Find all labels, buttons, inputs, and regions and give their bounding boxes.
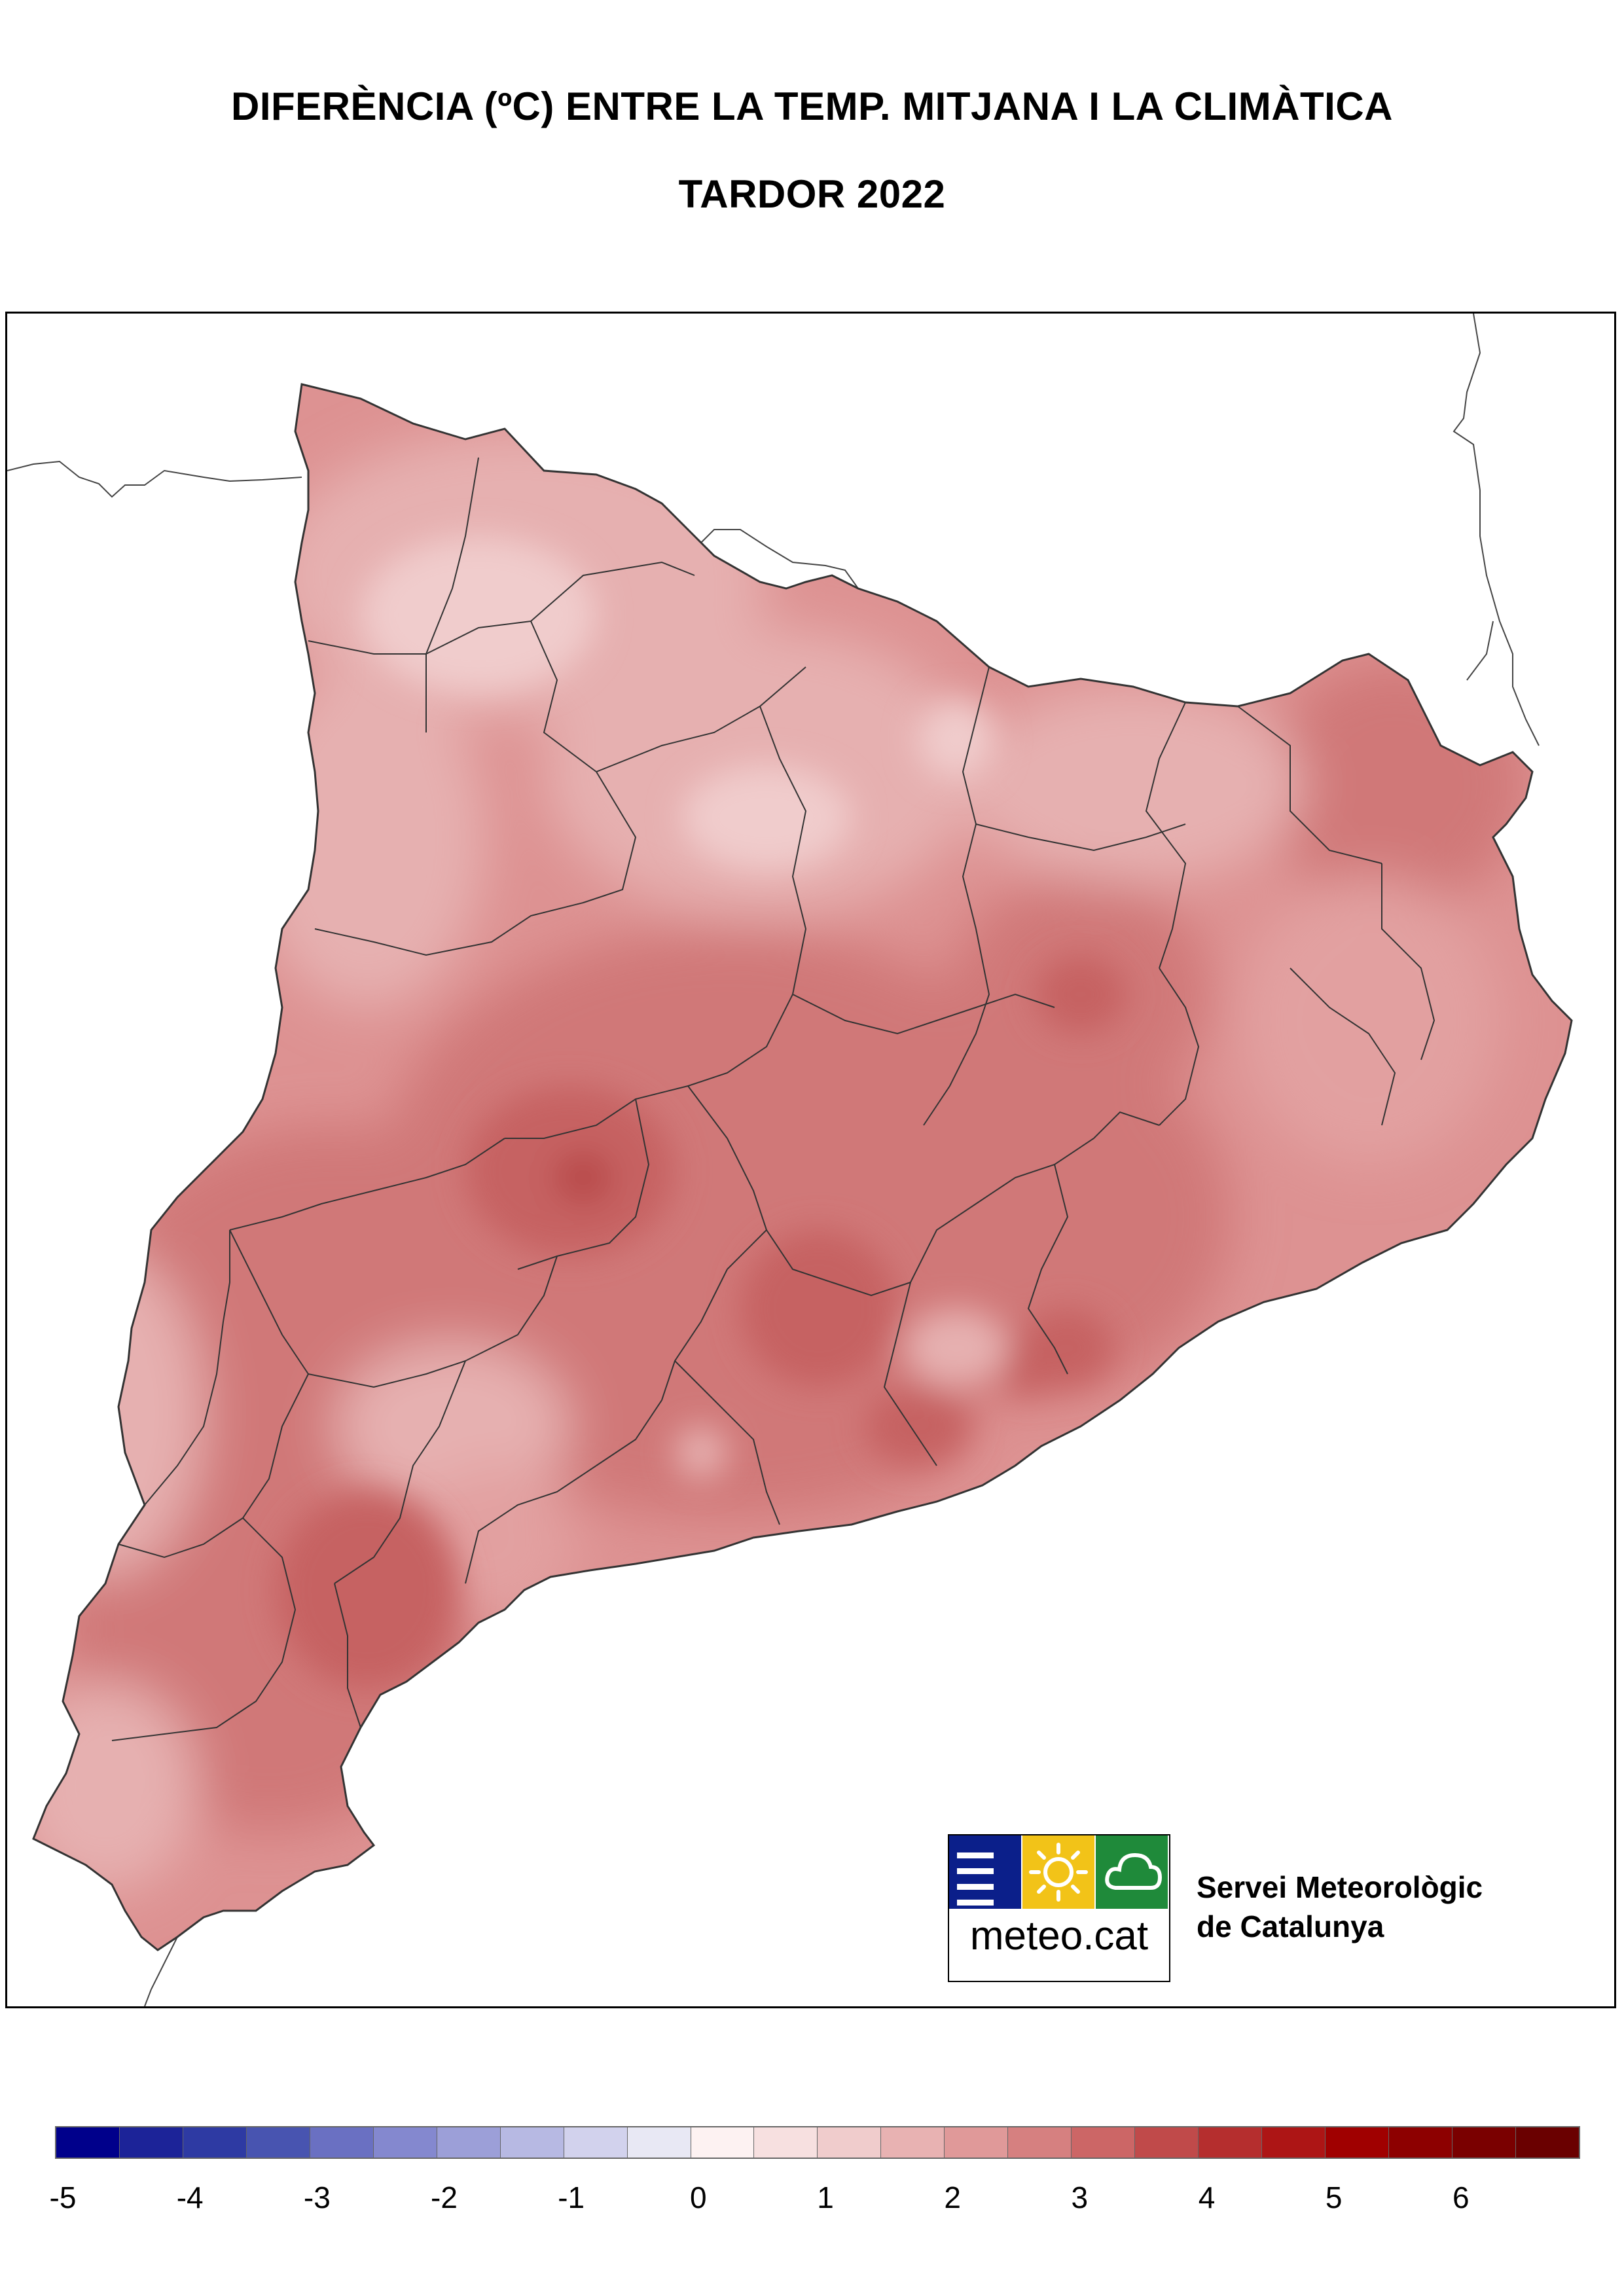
map-title: DIFERÈNCIA (ºC) ENTRE LA TEMP. MITJANA I…	[230, 84, 1394, 128]
legend-tick-label: -5	[49, 2180, 77, 2214]
legend-tick-label: -1	[558, 2180, 585, 2214]
legend-tick-label: 1	[817, 2180, 834, 2214]
org-name-line1: Servei Meteorològic	[1197, 1870, 1483, 1904]
legend-color-cell	[818, 2127, 882, 2158]
menu-lines-icon	[949, 1835, 1021, 1909]
legend-tick-label: 0	[690, 2180, 707, 2214]
legend-color-cell	[500, 2127, 564, 2158]
meteocat-logo: meteo.cat	[948, 1834, 1170, 1982]
legend-color-cell	[754, 2127, 818, 2158]
legend-color-cell	[1389, 2127, 1453, 2158]
comarca-borders	[111, 457, 1435, 1741]
legend-color-cell	[56, 2127, 120, 2158]
org-name-line2: de Catalunya	[1197, 1909, 1384, 1943]
legend-tick-label: 3	[1071, 2180, 1089, 2214]
legend-color-cell	[945, 2127, 1009, 2158]
legend-color-cell	[1326, 2127, 1390, 2158]
map-frame	[5, 312, 1616, 2008]
legend-color-cell	[246, 2127, 310, 2158]
temperature-anomaly-field	[33, 384, 1572, 1950]
legend-color-cell	[691, 2127, 755, 2158]
map-subtitle: TARDOR 2022	[678, 172, 946, 216]
legend-tick-label: -4	[176, 2180, 204, 2214]
neighbour-borders	[7, 314, 1540, 2006]
logo-brand-text: meteo.cat	[969, 1913, 1149, 1959]
legend-tick-label: 4	[1198, 2180, 1216, 2214]
legend-color-cell	[627, 2127, 691, 2158]
legend-color-cell	[373, 2127, 437, 2158]
legend-color-cell	[1199, 2127, 1263, 2158]
legend-color-cell	[881, 2127, 945, 2158]
legend-color-cell	[1515, 2127, 1579, 2158]
anomaly-map	[7, 314, 1573, 2006]
cloud-icon	[1096, 1835, 1168, 1909]
legend-color-cell	[1072, 2127, 1136, 2158]
legend-color-cell	[437, 2127, 501, 2158]
legend-color-cell	[1008, 2127, 1072, 2158]
legend-color-cell	[119, 2127, 183, 2158]
legend-tick-label: 5	[1325, 2180, 1343, 2214]
color-scale-legend	[55, 2126, 1580, 2159]
legend-tick-label: -3	[303, 2180, 331, 2214]
sun-icon	[1022, 1835, 1094, 1909]
legend-tick-label: -2	[431, 2180, 458, 2214]
legend-color-cell	[1452, 2127, 1516, 2158]
legend-color-cell	[183, 2127, 247, 2158]
legend-tick-label: 2	[944, 2180, 961, 2214]
legend-color-cell	[564, 2127, 628, 2158]
legend-tick-label: 6	[1453, 2180, 1470, 2214]
legend-color-cell	[310, 2127, 374, 2158]
legend-color-cell	[1262, 2127, 1326, 2158]
legend-color-cell	[1135, 2127, 1199, 2158]
